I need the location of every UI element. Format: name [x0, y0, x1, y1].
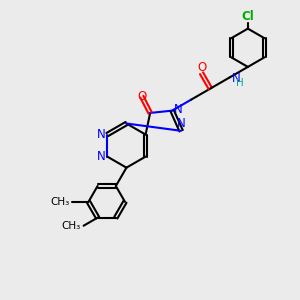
- Text: N: N: [174, 103, 183, 116]
- Text: N: N: [97, 150, 105, 163]
- Text: N: N: [177, 117, 185, 130]
- Text: CH₃: CH₃: [50, 197, 69, 207]
- Text: O: O: [197, 61, 206, 74]
- Text: N: N: [97, 128, 105, 141]
- Text: CH₃: CH₃: [61, 221, 81, 231]
- Text: Cl: Cl: [242, 10, 254, 23]
- Text: H: H: [236, 78, 244, 88]
- Text: O: O: [137, 90, 146, 103]
- Text: N: N: [232, 72, 241, 85]
